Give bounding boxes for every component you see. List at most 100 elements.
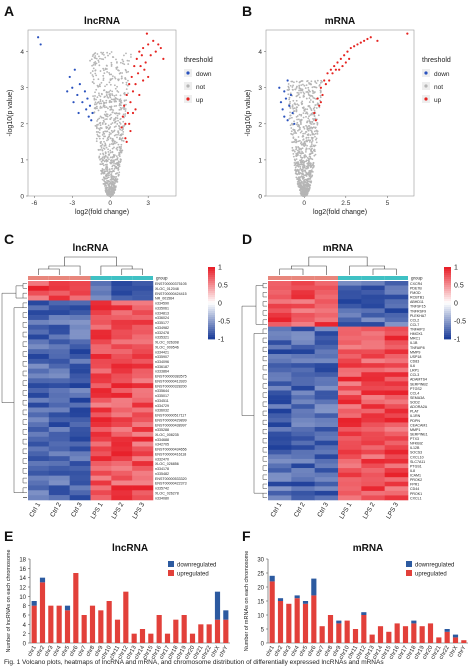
point-not	[95, 137, 98, 140]
heatmap-cell	[384, 417, 409, 423]
heatmap-cell	[90, 495, 112, 501]
point-not	[113, 76, 116, 78]
point-up	[133, 64, 136, 68]
point-not	[99, 95, 102, 98]
row-label: n334178	[155, 467, 169, 471]
heatmap-cell	[384, 481, 409, 487]
point-not	[122, 120, 125, 123]
point-not	[101, 133, 104, 136]
point-not	[113, 154, 115, 157]
heatmap-cell	[268, 495, 292, 501]
point-not	[302, 132, 305, 135]
row-label: IL1B	[410, 341, 418, 345]
point-not	[111, 131, 114, 134]
point-not	[112, 191, 115, 194]
point-not	[108, 171, 111, 174]
point-not	[93, 97, 96, 100]
point-not	[98, 92, 100, 95]
point-not	[295, 165, 298, 167]
point-not	[104, 122, 107, 125]
point-not	[291, 133, 294, 136]
row-label: CCL4	[410, 391, 419, 395]
heatmap-cell	[111, 324, 133, 330]
point-not	[109, 151, 112, 154]
point-not	[109, 118, 112, 121]
point-not	[118, 103, 121, 106]
point-not	[305, 159, 308, 162]
point-not	[91, 55, 94, 58]
point-not	[110, 98, 113, 101]
heatmap-cell	[361, 381, 385, 387]
point-not	[297, 172, 300, 175]
heatmap-cell	[338, 317, 362, 323]
point-not	[298, 86, 301, 88]
row-label: n334421	[155, 350, 169, 354]
row-label: n335644	[155, 389, 169, 393]
point-not	[291, 80, 294, 83]
point-not	[125, 83, 128, 86]
dendrogram-branch	[262, 429, 267, 435]
point-not	[299, 120, 302, 122]
heatmap-cell	[48, 480, 70, 486]
heatmap-cell	[361, 290, 385, 295]
heatmap-cell	[48, 354, 70, 360]
heatmap-cell	[384, 290, 409, 295]
point-not	[110, 101, 113, 103]
point-not	[307, 187, 310, 190]
point-not	[92, 95, 94, 98]
dendrogram-branch	[22, 429, 27, 435]
heatmap-cell	[268, 322, 292, 327]
point-not	[319, 96, 322, 99]
point-not	[308, 101, 311, 103]
heatmap-cell	[28, 446, 50, 452]
colorbar: 10.50-0.5-1	[444, 265, 466, 344]
point-not	[298, 147, 300, 149]
point-not	[109, 79, 112, 82]
point-not	[303, 145, 306, 148]
row-label: SOD2	[410, 401, 420, 405]
heatmap-cell	[384, 404, 409, 410]
point-not	[312, 126, 315, 129]
row-label: XLOC_026856	[155, 462, 179, 466]
point-not	[115, 94, 118, 97]
heatmap-cell	[338, 294, 362, 300]
colorbar-step	[208, 281, 215, 284]
point-not	[117, 132, 120, 134]
colorbar-tick-label: 1	[454, 265, 458, 272]
heatmap-cell	[111, 417, 133, 423]
heatmap-cell	[268, 372, 292, 378]
point-not	[297, 92, 300, 94]
heatmap-cell	[291, 472, 315, 478]
heatmap-cell	[69, 339, 91, 345]
column-label: Ctrl 3	[316, 501, 330, 518]
point-not	[111, 186, 114, 189]
point-not	[303, 141, 306, 144]
point-not	[98, 131, 101, 134]
heatmap-cell	[69, 281, 91, 287]
point-not	[308, 125, 311, 127]
point-not	[312, 161, 315, 164]
bar-downregulated	[411, 620, 417, 624]
point-not	[102, 117, 105, 119]
point-not	[109, 93, 112, 95]
y-axis-label: Number of lncRNAs on each chromosome	[6, 549, 12, 652]
heatmap-cell	[291, 335, 315, 341]
heatmap-cell	[291, 281, 315, 286]
point-not	[106, 115, 109, 118]
colorbar-step	[208, 293, 215, 296]
point-not	[316, 103, 319, 106]
point-not	[111, 178, 114, 180]
point-not	[128, 60, 130, 62]
dendrogram-branch	[100, 265, 133, 275]
legend-swatch-upregulated	[406, 570, 412, 576]
point-not	[309, 129, 312, 132]
heatmap-cell	[69, 485, 91, 491]
heatmap-cell	[314, 372, 339, 378]
point-not	[311, 86, 314, 89]
point-not	[314, 104, 317, 106]
heatmap-cell	[90, 373, 112, 379]
point-not	[110, 123, 113, 126]
heatmap-cell	[291, 477, 315, 483]
point-not	[109, 89, 112, 92]
